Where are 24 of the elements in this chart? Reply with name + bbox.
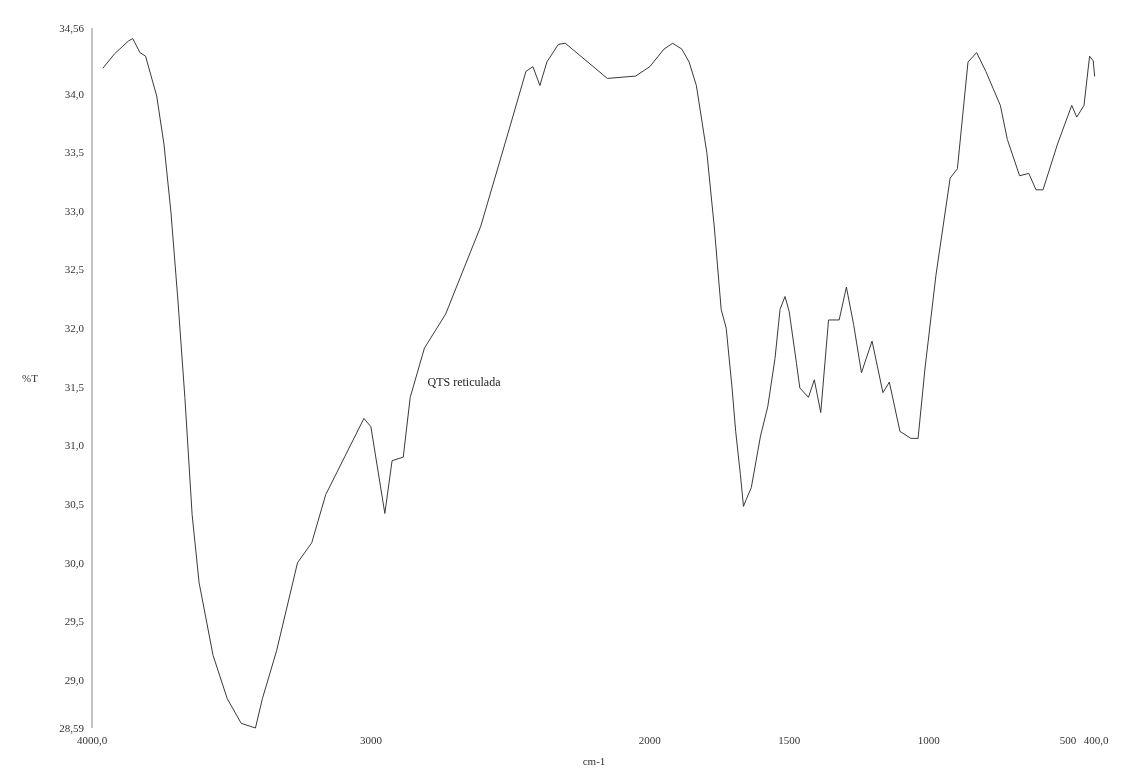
y-tick-label: 30,5	[64, 497, 85, 510]
y-tick-label: 32,5	[64, 263, 85, 276]
x-tick-label: 2000	[638, 734, 662, 746]
y-tick-label: 34,56	[59, 21, 85, 34]
y-tick-label: 34,0	[64, 87, 85, 100]
y-axis-title: %T	[22, 371, 39, 384]
x-tick-label: 500	[1059, 734, 1077, 746]
x-tick-label: 3000	[359, 734, 383, 746]
y-tick-label: 30,0	[64, 556, 85, 569]
y-tick-label: 29,0	[64, 673, 85, 686]
x-axis-title: cm-1	[582, 755, 606, 767]
y-tick-label: 33,5	[64, 146, 85, 159]
y-tick-label: 31,5	[64, 380, 85, 393]
y-tick-label: 28,59	[59, 721, 85, 734]
x-tick-label: 1000	[917, 734, 941, 746]
x-tick-label: 4000,0	[76, 734, 108, 746]
x-tick-label: 400,0	[1083, 734, 1109, 746]
line-series	[102, 38, 1096, 729]
annotation: QTS reticulada	[427, 375, 502, 389]
y-tick-label: 32,0	[64, 322, 85, 335]
y-tick-label: 33,0	[64, 204, 85, 217]
y-tick-label: 31,0	[64, 439, 85, 452]
x-tick-label: 1500	[778, 734, 801, 746]
y-tick-label: 29,5	[64, 615, 85, 628]
